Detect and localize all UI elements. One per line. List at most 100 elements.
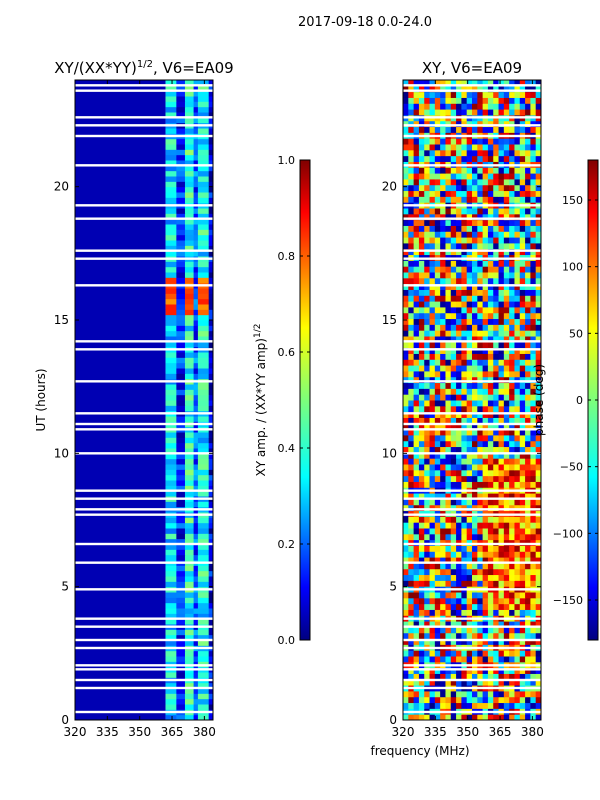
phase-cell: [429, 266, 436, 273]
y-tick-label: 20: [382, 180, 397, 194]
phase-cell: [403, 260, 409, 267]
phase-cell: [445, 213, 452, 221]
phase-cell: [498, 388, 505, 395]
phase-cell: [440, 429, 446, 436]
phase-cell: [429, 109, 436, 116]
phase-cell: [456, 475, 462, 482]
phase-cell: [525, 289, 531, 296]
phase-cell: [503, 469, 510, 477]
amplitude-cell: [208, 544, 213, 550]
phase-cell: [450, 452, 457, 459]
flagged-row: [403, 508, 541, 511]
phase-cell: [413, 248, 420, 256]
y-tick-label: 15: [54, 313, 69, 327]
phase-cell: [440, 196, 446, 203]
phase-cell: [461, 376, 468, 384]
phase-cell: [418, 109, 425, 116]
phase-cell: [403, 516, 409, 523]
amplitude-cell: [165, 336, 177, 342]
phase-cell: [535, 149, 541, 157]
phase-cell: [456, 609, 462, 616]
amplitude-cell: [176, 325, 186, 332]
amplitude-cell: [197, 112, 210, 118]
phase-cell: [445, 138, 452, 145]
phase-cell: [408, 446, 415, 453]
amplitude-cell: [197, 602, 210, 609]
amplitude-cell: [193, 458, 199, 465]
colorbar-tick-label: 100: [562, 261, 583, 274]
amplitude-cell: [184, 570, 195, 577]
phase-cell: [408, 167, 415, 174]
phase-cell: [456, 562, 462, 570]
phase-cell: [445, 696, 452, 704]
amplitude-cell: [193, 565, 199, 572]
phase-cell: [434, 673, 441, 680]
amplitude-cell: [208, 336, 213, 342]
phase-cell: [413, 370, 420, 378]
phase-cell: [509, 545, 515, 552]
phase-cell: [509, 394, 515, 401]
phase-cell: [440, 318, 446, 325]
phase-cell: [519, 533, 526, 541]
flagged-row: [75, 428, 213, 431]
phase-cell: [525, 690, 531, 698]
phase-cell: [482, 213, 489, 221]
phase-cell: [408, 411, 415, 418]
phase-cell: [429, 91, 436, 98]
phase-cell: [466, 557, 473, 564]
phase-cell: [530, 196, 537, 203]
phase-cell: [413, 650, 420, 657]
y-tick-label: 15: [382, 313, 397, 327]
flagged-row: [75, 561, 213, 564]
amplitude-cell: [184, 602, 195, 609]
phase-cell: [503, 400, 510, 407]
phase-cell: [408, 144, 415, 151]
phase-cell: [519, 621, 526, 628]
phase-cell: [440, 301, 446, 308]
flagged-row: [403, 678, 541, 682]
phase-cell: [530, 481, 537, 488]
phase-cell: [450, 295, 457, 302]
flagged-row: [403, 348, 541, 351]
phase-cell: [530, 650, 537, 657]
phase-cell: [413, 702, 420, 709]
phase-cell: [434, 382, 441, 389]
phase-cell: [429, 184, 436, 192]
amplitude-cell: [165, 474, 177, 481]
phase-cell: [472, 696, 478, 704]
phase-cell: [418, 504, 425, 512]
phase-cell: [403, 574, 409, 581]
phase-cell: [498, 522, 505, 529]
amplitude-cell: [208, 565, 213, 572]
phase-cell: [418, 97, 425, 104]
phase-cell: [493, 289, 500, 296]
phase-cell: [514, 149, 521, 157]
phase-cell: [519, 353, 526, 360]
amplitude-cell: [165, 325, 177, 332]
phase-cell: [440, 173, 446, 180]
phase-cell: [466, 400, 473, 407]
phase-cell: [461, 85, 468, 93]
amplitude-cell: [184, 597, 195, 604]
phase-cell: [429, 394, 436, 401]
amplitude-cell: [176, 261, 186, 268]
phase-cell: [461, 580, 468, 587]
phase-cell: [418, 667, 425, 674]
amplitude-cell: [165, 186, 177, 193]
phase-cell: [487, 208, 494, 215]
phase-cell: [408, 190, 415, 197]
phase-cell: [525, 283, 531, 290]
phase-cell: [445, 464, 452, 471]
flagged-row: [75, 249, 213, 252]
amplitude-cell: [165, 656, 177, 662]
phase-cell: [503, 522, 510, 529]
phase-cell: [514, 289, 521, 296]
phase-cell: [445, 498, 452, 506]
amplitude-cell: [165, 117, 177, 124]
phase-cell: [403, 626, 409, 634]
phase-cell: [461, 336, 468, 343]
phase-cell: [456, 650, 462, 657]
phase-cell: [418, 400, 425, 407]
amplitude-cell: [208, 554, 213, 561]
phase-cell: [487, 266, 494, 273]
